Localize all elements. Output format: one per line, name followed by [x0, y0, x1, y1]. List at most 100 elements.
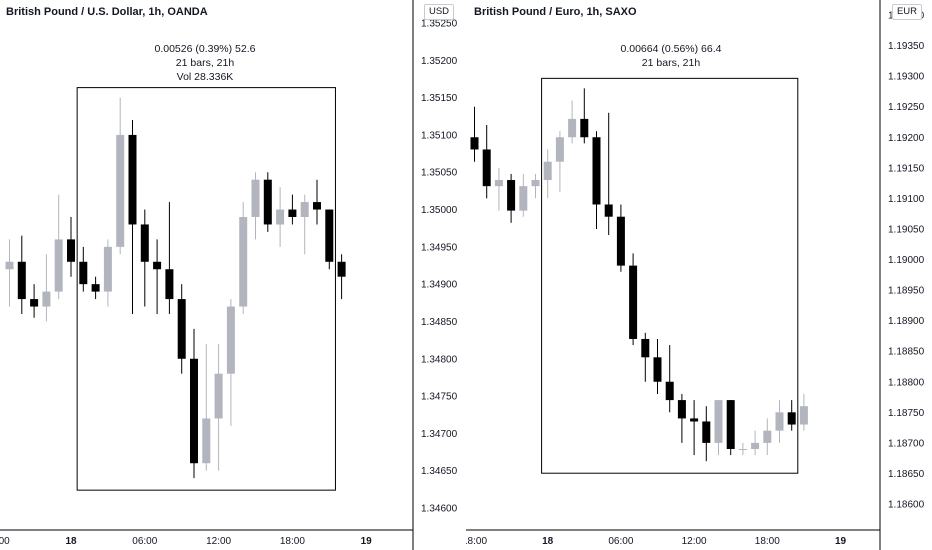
price-tick-label: 1.18750: [888, 408, 925, 419]
candle-body: [239, 217, 248, 307]
candlestick-chart-gbpusd[interactable]: 1.34600 1.34650 1.34700 1.34750 1.34800 1.348…: [0, 0, 466, 550]
candle-body: [79, 261, 88, 285]
candle: [738, 442, 747, 456]
time-tick-label: 12:00: [682, 536, 707, 547]
candle-body: [775, 412, 784, 431]
time-tick-label: 18:00: [280, 536, 305, 547]
candle-body: [726, 400, 735, 449]
candle-body: [177, 299, 186, 359]
candle: [470, 106, 479, 162]
candle: [799, 393, 808, 431]
candle: [177, 284, 186, 374]
candle-body: [543, 161, 552, 181]
candle: [616, 204, 625, 272]
price-tick-label: 1.19200: [888, 133, 925, 144]
price-tick-label: 1.18600: [888, 500, 925, 511]
price-tick-label: 1.18900: [888, 316, 925, 327]
candle-body: [799, 406, 808, 425]
candlestick-chart-gbpeur[interactable]: 1.18600 1.18650 1.18700 1.18750 1.18800 1.188…: [466, 0, 932, 550]
candle-body: [763, 430, 772, 443]
candle-body: [592, 137, 601, 205]
candle: [239, 202, 248, 314]
candle-body: [568, 118, 577, 138]
candle: [507, 173, 516, 223]
candle-body: [482, 149, 491, 187]
time-tick-label: 19: [835, 536, 847, 547]
candle-body: [325, 209, 334, 262]
price-tick-label: 1.34750: [421, 392, 458, 403]
candle-body: [665, 381, 674, 401]
candle-body: [153, 261, 162, 270]
candle: [751, 430, 760, 456]
price-tick-label: 1.34900: [421, 280, 458, 291]
candle-body: [128, 134, 137, 225]
candle: [91, 276, 100, 300]
price-tick-label: 1.18950: [888, 286, 925, 297]
candle: [337, 254, 346, 300]
time-tick-label: 18:00: [0, 536, 10, 547]
candle: [543, 149, 552, 199]
measure-change-gbpusd: 0.00526 (0.39%) 52.6: [154, 43, 256, 55]
price-tick-label: 1.34800: [421, 354, 458, 365]
candle-body: [226, 306, 235, 374]
chart-title-gbpusd: British Pound / U.S. Dollar, 1h, OANDA: [6, 6, 208, 18]
candle: [775, 400, 784, 443]
candle-body: [787, 412, 796, 425]
candle: [580, 88, 589, 144]
candle: [214, 343, 223, 471]
candle: [251, 172, 260, 240]
candle-body: [276, 209, 285, 225]
candle: [116, 97, 125, 255]
candle-body: [300, 202, 309, 217]
candle: [190, 328, 198, 479]
candle-body: [313, 202, 321, 210]
candle-body: [54, 239, 63, 292]
price-tick-label: 1.34850: [421, 317, 458, 328]
price-tick-label: 1.18700: [888, 438, 925, 449]
time-tick-label: 06:00: [608, 536, 633, 547]
price-tick-label: 1.18850: [888, 347, 925, 358]
measure-info-gbpusd: 0.00526 (0.39%) 52.6 21 bars, 21h Vol 28…: [155, 42, 256, 84]
candle: [555, 131, 564, 193]
candle: [653, 338, 662, 394]
candle-body: [714, 400, 723, 443]
candle-body: [653, 357, 662, 382]
candle-body: [337, 261, 346, 277]
candle: [604, 112, 613, 236]
candle: [763, 418, 772, 456]
measure-bars-gbpeur: 21 bars, 21h: [641, 57, 701, 69]
currency-tag-eur[interactable]: EUR: [892, 4, 922, 20]
price-tick-label: 1.19000: [888, 255, 925, 266]
candle: [726, 400, 735, 456]
measure-bars-gbpusd: 21 bars, 21h: [175, 57, 235, 69]
candle: [30, 284, 39, 318]
candle: [202, 343, 211, 471]
price-tick-label: 1.18650: [888, 469, 925, 480]
candle: [165, 202, 174, 314]
candle-body: [214, 373, 223, 419]
price-tick-label: 1.19300: [888, 72, 925, 83]
currency-tag-usd[interactable]: USD: [424, 4, 454, 20]
chart-panel-gbpusd[interactable]: 1.34600 1.34650 1.34700 1.34750 1.34800 1.348…: [0, 0, 466, 550]
candle-body: [251, 179, 260, 217]
measure-volume-gbpusd: Vol 28.336K: [176, 71, 234, 83]
price-tick-label: 1.34650: [421, 466, 458, 477]
candle-body: [17, 261, 26, 300]
candle: [54, 194, 63, 300]
candle-body: [140, 224, 149, 262]
candle-body: [507, 180, 516, 211]
candle-body: [30, 299, 39, 307]
candle: [787, 400, 796, 431]
candle-body: [67, 239, 75, 262]
candle-body: [263, 179, 272, 225]
candle-body: [629, 265, 638, 339]
candle: [79, 246, 88, 292]
chart-panel-gbpeur[interactable]: 1.18600 1.18650 1.18700 1.18750 1.18800 1.188…: [466, 0, 932, 550]
time-tick-label: 18:00: [466, 536, 487, 547]
candle-body: [116, 134, 125, 247]
candle-body: [751, 442, 760, 449]
candle: [313, 179, 321, 225]
candle-body: [580, 118, 589, 138]
candle: [629, 253, 638, 346]
measure-info-gbpeur: 0.00664 (0.56%) 66.4 21 bars, 21h: [621, 42, 722, 70]
